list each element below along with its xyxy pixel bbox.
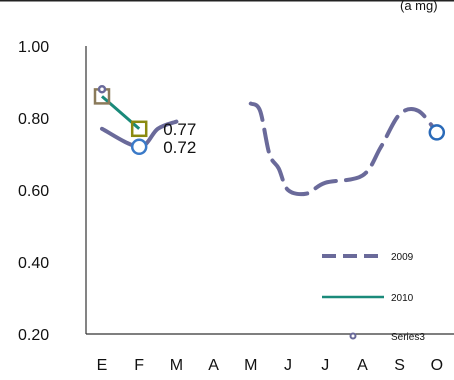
x-tick-label: F [134, 357, 144, 374]
series-2009-line [248, 101, 439, 197]
series-2009-line [100, 119, 179, 149]
x-tick-label: S [394, 357, 405, 374]
y-tick-label: 1.00 [18, 39, 49, 56]
series3-circle-marker [428, 124, 446, 141]
x-tick-label: O [431, 357, 443, 374]
marker-layer [93, 84, 446, 156]
series-layer [100, 95, 439, 197]
y-tick-label: 0.80 [18, 111, 49, 128]
data-label-layer: 0.770.72 [163, 120, 196, 157]
data-label: 0.77 [163, 120, 196, 139]
legend-series3-swatch [349, 332, 357, 340]
top-text-right: (a mg) [400, 0, 438, 13]
legend-label: 2009 [391, 252, 414, 263]
data-label: 0.72 [163, 138, 196, 157]
series-2010-square-marker [130, 120, 148, 138]
x-tick-label: M [170, 357, 183, 374]
legend-label: 2010 [391, 293, 414, 304]
legend: 2009 2010 Series3 [322, 252, 425, 343]
legend-label: Series3 [391, 332, 425, 343]
y-tick-label: 0.20 [18, 327, 49, 344]
y-tick-label: 0.60 [18, 183, 49, 200]
x-tick-label: A [208, 357, 219, 374]
y-tick-label: 0.40 [18, 255, 49, 272]
series3-circle-marker [130, 138, 148, 156]
series3-circle-marker [97, 84, 107, 94]
x-tick-label: M [244, 357, 257, 374]
x-tick-label: J [284, 357, 292, 374]
x-tick-label: J [321, 357, 329, 374]
x-tick-label: A [357, 357, 368, 374]
x-tick-label: E [97, 357, 108, 374]
y-tick-labels: 0.20 0.40 0.60 0.80 1.00 [18, 39, 49, 344]
series-2010-line [101, 95, 141, 130]
